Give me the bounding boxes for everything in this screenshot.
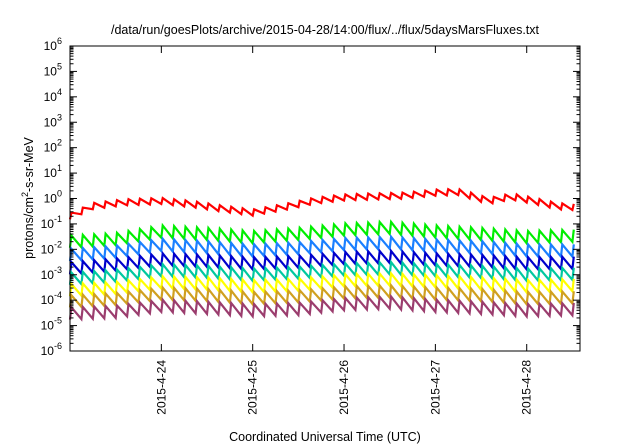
x-tick-label: 2015-4-24 xyxy=(154,360,168,415)
x-axis: 2015-4-24 2015-4-25 2015-4-26 2015-4-27 2015… xyxy=(154,46,534,415)
y-tick-label-exp: 1 xyxy=(57,163,62,173)
y-tick-label-exp: -6 xyxy=(54,341,62,351)
y-tick-label-base: 10 xyxy=(44,64,58,78)
y-tick-label-exp: -5 xyxy=(54,316,62,326)
series-line-3 xyxy=(68,234,575,263)
series-line-1 xyxy=(68,187,575,220)
y-tick-label-base: 10 xyxy=(44,141,58,155)
series-line-5 xyxy=(68,259,575,287)
y-tick-label: 10-1 xyxy=(41,214,62,231)
y-tick-label-exp: 0 xyxy=(57,189,62,199)
y-tick-label-base: 10 xyxy=(44,192,58,206)
y-tick-label-exp: 5 xyxy=(57,61,62,71)
y-axis-title: protons/cm2-s-sr-MeV xyxy=(20,136,36,258)
y-tick-label: 10-5 xyxy=(41,316,62,333)
y-tick-label-base: 10 xyxy=(44,115,58,129)
y-tick-label: 104 xyxy=(44,87,62,104)
y-tick-label: 105 xyxy=(44,61,62,78)
x-tick-label: 2015-4-27 xyxy=(428,360,442,415)
chart-title: /data/run/goesPlots/archive/2015-04-28/1… xyxy=(111,23,540,37)
y-tick-label: 10-2 xyxy=(41,239,62,256)
y-tick-label: 100 xyxy=(44,189,62,206)
y-tick-label-exp: 6 xyxy=(57,36,62,46)
y-axis-title-sup: 2 xyxy=(20,192,30,197)
y-tick-label-exp: 2 xyxy=(57,138,62,148)
y-axis-title-base: protons/cm xyxy=(22,197,36,259)
y-tick-label: 103 xyxy=(44,112,62,129)
y-tick-label-exp: -3 xyxy=(54,265,62,275)
y-tick-label-base: 10 xyxy=(41,319,55,333)
y-tick-label-exp: -4 xyxy=(54,290,62,300)
x-tick-label: 2015-4-28 xyxy=(520,360,534,415)
y-tick-label: 102 xyxy=(44,138,62,155)
y-tick-label-base: 10 xyxy=(41,344,55,358)
y-tick-label-base: 10 xyxy=(41,268,55,282)
y-tick-label-base: 10 xyxy=(44,39,58,53)
y-tick-label: 10-6 xyxy=(41,341,62,358)
y-axis: 10610510410310210110010-110-210-310-410-… xyxy=(41,36,580,358)
y-tick-label: 101 xyxy=(44,163,62,180)
y-tick-label: 10-3 xyxy=(41,265,62,282)
x-axis-title: Coordinated Universal Time (UTC) xyxy=(229,430,421,444)
y-tick-label-base: 10 xyxy=(41,242,55,256)
y-axis-title-rest: -s-sr-MeV xyxy=(22,136,36,192)
series-line-8 xyxy=(68,293,575,322)
y-tick-label-exp: -1 xyxy=(54,214,62,224)
y-tick-label-base: 10 xyxy=(44,166,58,180)
y-tick-label-base: 10 xyxy=(41,293,55,307)
x-tick-label: 2015-4-26 xyxy=(337,360,351,415)
y-tick-label-base: 10 xyxy=(44,90,58,104)
y-tick-label-exp: 3 xyxy=(57,112,62,122)
series-line-2 xyxy=(68,219,575,250)
y-tick-label-base: 10 xyxy=(41,217,55,231)
series-line-4 xyxy=(68,248,575,277)
y-tick-label: 106 xyxy=(44,36,62,53)
series-layer xyxy=(68,187,575,322)
x-tick-label: 2015-4-25 xyxy=(246,360,260,415)
y-tick-label: 10-4 xyxy=(41,290,62,307)
series-line-7 xyxy=(68,282,575,310)
series-line-6 xyxy=(68,270,575,299)
y-tick-label-exp: -2 xyxy=(54,239,62,249)
y-tick-label-exp: 4 xyxy=(57,87,62,97)
